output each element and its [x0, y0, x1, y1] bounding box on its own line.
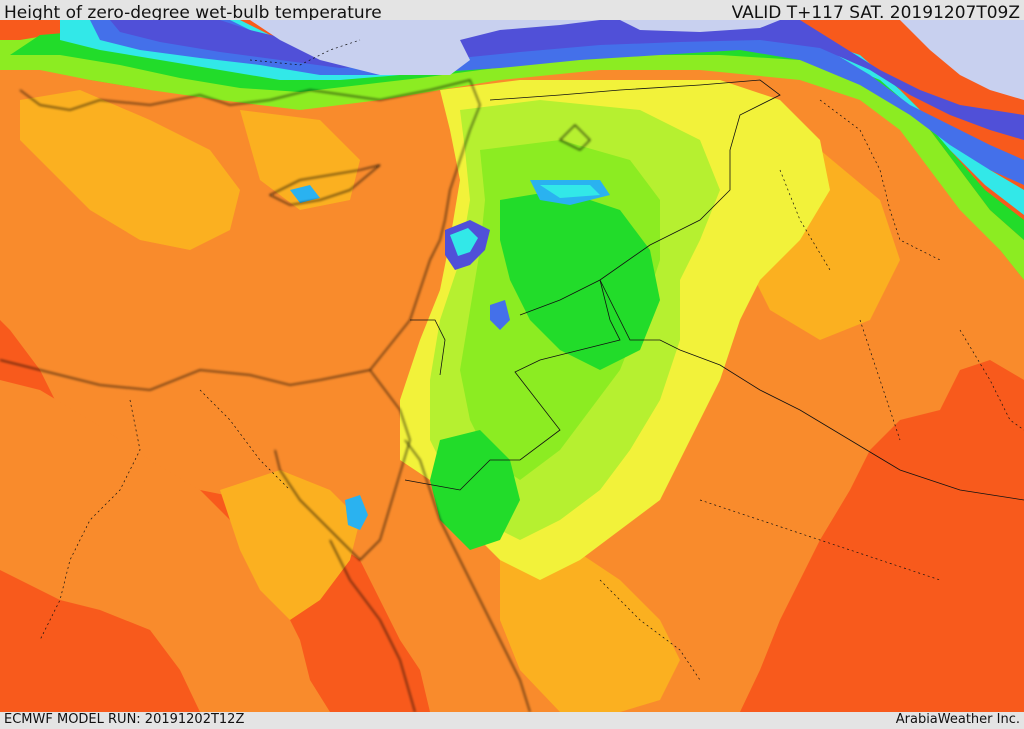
amber-patch-west	[20, 90, 240, 250]
sinai-blue-patch	[345, 495, 368, 530]
syria-cyan-patch	[540, 185, 600, 198]
amber-patch-sinai	[220, 470, 360, 620]
lavender-north-west	[120, 20, 780, 75]
model-run-label: ECMWF MODEL RUN: 20191202T12Z	[4, 712, 245, 727]
north-green-core	[10, 30, 1024, 240]
map-title: Height of zero-degree wet-bulb temperatu…	[4, 3, 382, 22]
lavender-north-east	[900, 20, 1024, 100]
lebanon-cyan-zone	[450, 228, 478, 256]
credit-label: ArabiaWeather Inc.	[895, 712, 1020, 727]
weather-map	[0, 20, 1024, 712]
orange-band-sw	[0, 380, 330, 712]
bright-green-core	[500, 190, 660, 370]
amber-patch-north	[240, 110, 360, 210]
cyprus-blue-patch	[290, 185, 320, 203]
jordan-blue-patch	[490, 300, 510, 330]
regional-borders	[39, 39, 1024, 681]
valid-time-label: VALID T+117 SAT. 20191207T09Z	[731, 3, 1020, 22]
political-borders	[404, 79, 1024, 501]
coastlines	[0, 79, 591, 712]
north-green-band	[0, 30, 1024, 280]
